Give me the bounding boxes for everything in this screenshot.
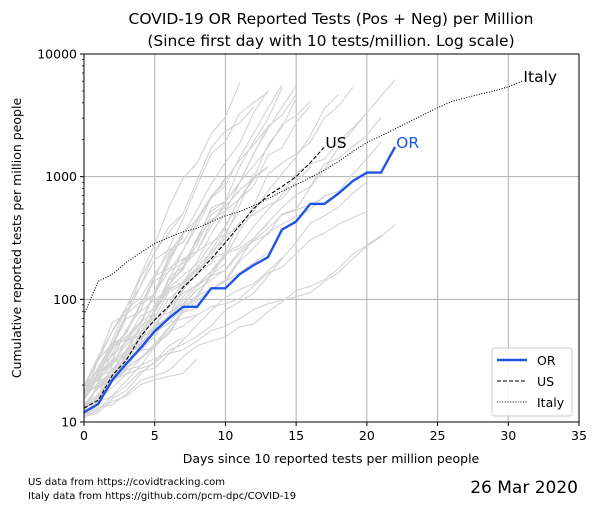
- background-series-line: [83, 100, 311, 401]
- y-axis-label: Cumulative reported tests per million pe…: [9, 98, 24, 379]
- y-tick-label: 100: [53, 292, 77, 307]
- annotations: Italy US OR: [325, 68, 557, 152]
- x-tick-label: 25: [430, 428, 446, 443]
- background-series-line: [83, 166, 269, 394]
- annotation-us: US: [325, 134, 346, 152]
- x-tick-label: 5: [151, 428, 159, 443]
- chart-title: COVID-19 OR Reported Tests (Pos + Neg) p…: [129, 10, 534, 28]
- y-tick-label: 10: [61, 415, 77, 430]
- background-series-line: [83, 235, 382, 416]
- x-axis: 0 5 10 15 20 25 30 35: [80, 422, 587, 443]
- legend-label-or: OR: [537, 353, 556, 368]
- footer-date: 26 Mar 2020: [470, 478, 578, 498]
- background-series-line: [83, 112, 368, 386]
- annotation-italy: Italy: [523, 68, 557, 86]
- x-tick-label: 35: [571, 428, 587, 443]
- plot-frame: [83, 53, 580, 423]
- background-series-line: [83, 236, 184, 389]
- background-series-line: [83, 213, 184, 398]
- legend: OR US Italy: [491, 347, 573, 417]
- background-series-line: [83, 126, 269, 387]
- legend-label-italy: Italy: [537, 395, 565, 410]
- background-series-line: [83, 87, 283, 395]
- background-series-line: [83, 210, 241, 392]
- background-series-line: [83, 91, 269, 417]
- background-series-line: [83, 337, 184, 418]
- y-tick-label: 1000: [45, 169, 77, 184]
- footer-source-us: US data from https://covidtracking.com: [28, 477, 225, 488]
- x-tick-label: 0: [80, 428, 88, 443]
- x-axis-label: Days since 10 reported tests per million…: [183, 451, 480, 466]
- series-line-italy: [83, 80, 523, 315]
- chart-subtitle: (Since first day with 10 tests/million. …: [147, 32, 514, 50]
- y-tick-label: 10000: [37, 47, 77, 62]
- series-line-or: [83, 146, 397, 414]
- series-line-us: [83, 146, 325, 409]
- background-series-line: [83, 190, 240, 405]
- x-tick-label: 15: [288, 428, 304, 443]
- series-group: [83, 80, 523, 414]
- footer-source-italy: Italy data from https://github.com/pcm-d…: [28, 491, 296, 502]
- background-series-line: [83, 166, 269, 395]
- background-series-line: [83, 98, 297, 398]
- background-series-line: [83, 142, 382, 408]
- x-tick-label: 30: [500, 428, 516, 443]
- background-series-line: [83, 181, 368, 397]
- x-tick-label: 20: [359, 428, 375, 443]
- y-axis: 10 100 1000 10000: [37, 47, 84, 430]
- legend-label-us: US: [537, 374, 554, 389]
- background-series-line: [83, 257, 283, 417]
- x-tick-label: 10: [217, 428, 233, 443]
- legend-box: [491, 347, 573, 417]
- background-series-group: [83, 79, 396, 420]
- background-series-line: [83, 94, 297, 392]
- background-series-line: [83, 358, 198, 418]
- annotation-or: OR: [396, 134, 419, 152]
- background-series-line: [83, 223, 269, 406]
